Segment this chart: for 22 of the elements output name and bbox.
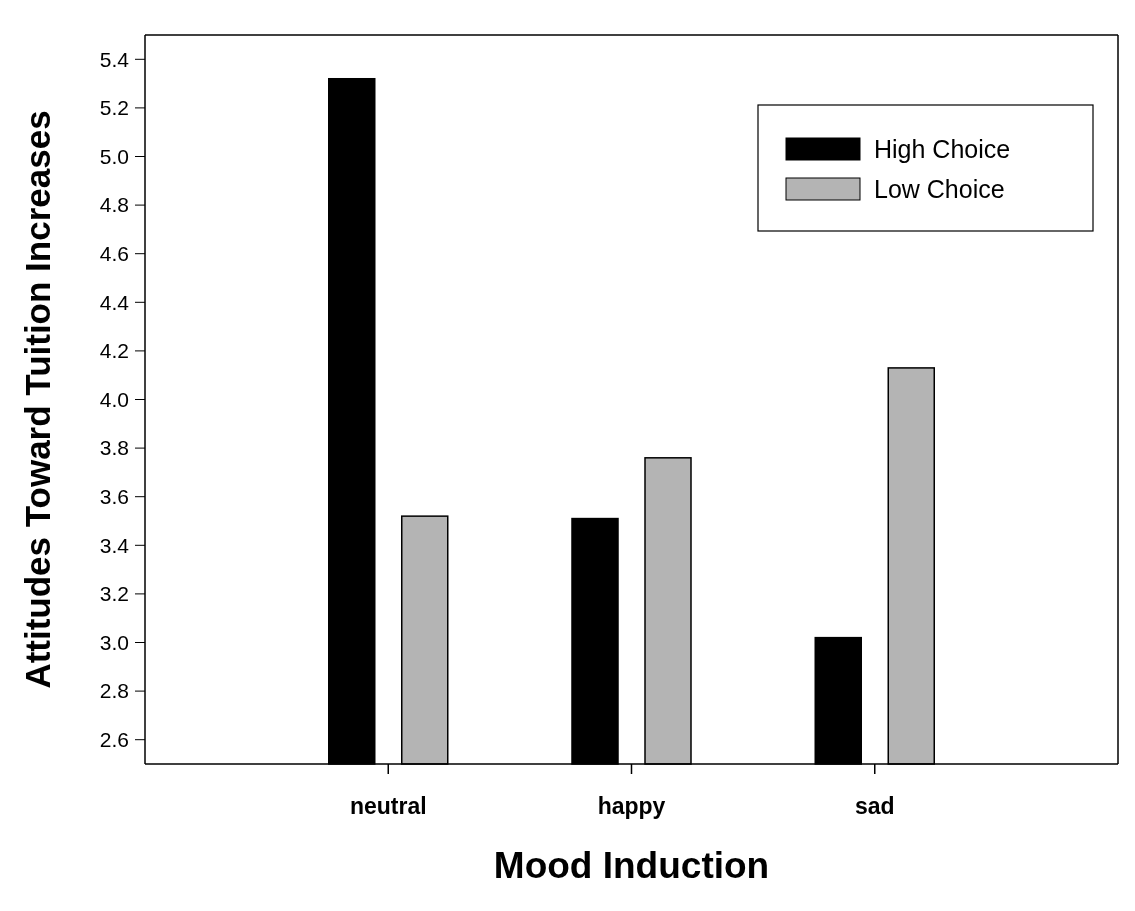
- y-tick-label: 3.2: [99, 582, 129, 606]
- y-tick-label: 2.6: [99, 728, 129, 752]
- y-tick-label: 3.4: [99, 533, 130, 557]
- y-tick-label: 5.4: [99, 47, 130, 71]
- y-tick-label: 5.0: [99, 144, 129, 168]
- y-tick-label: 4.0: [99, 387, 129, 411]
- legend-label: Low Choice: [874, 174, 1005, 203]
- y-tick-label: 3.8: [99, 436, 129, 460]
- y-axis-title: Attitudes Toward Tuition Increases: [18, 110, 57, 689]
- y-tick-label: 4.2: [99, 339, 129, 363]
- y-tick-label: 5.2: [99, 96, 129, 120]
- y-tick-label: 4.8: [99, 193, 129, 217]
- y-tick-label: 4.6: [99, 242, 129, 266]
- x-tick-label: sad: [854, 793, 895, 819]
- legend-label: High Choice: [874, 134, 1011, 163]
- x-tick-label: happy: [597, 793, 666, 819]
- y-tick-label: 2.8: [99, 679, 129, 703]
- y-tick-label: 3.0: [99, 630, 129, 654]
- x-tick-label: neutral: [349, 793, 427, 819]
- y-tick-label: 3.6: [99, 485, 129, 509]
- x-axis-title: Mood Induction: [493, 845, 770, 886]
- y-tick-label: 4.4: [99, 290, 130, 314]
